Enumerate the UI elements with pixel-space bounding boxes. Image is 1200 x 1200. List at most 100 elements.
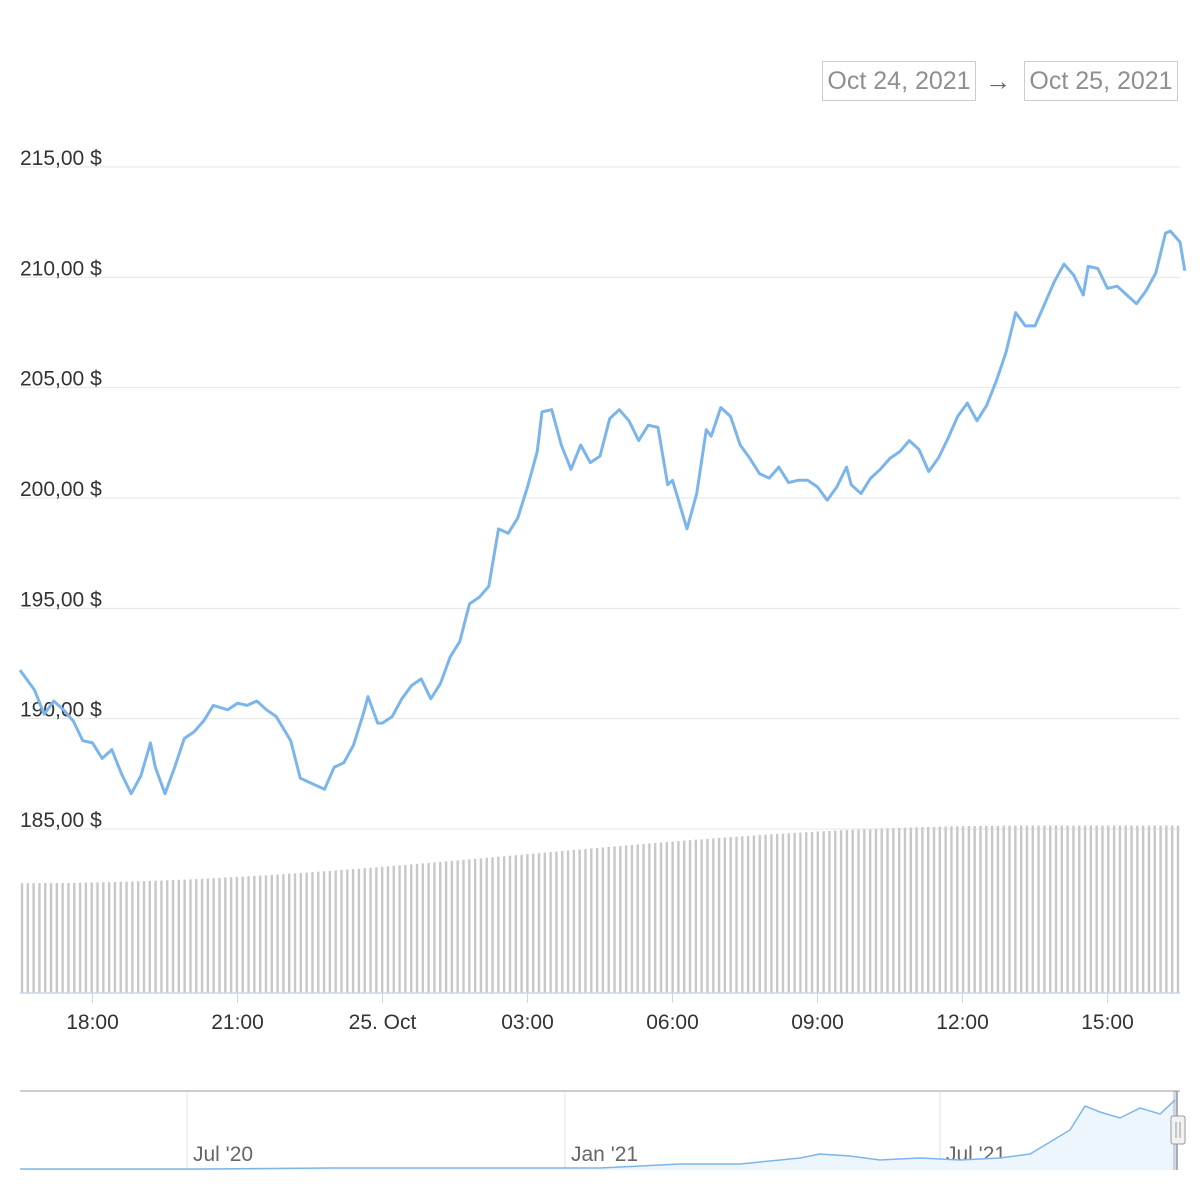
volume-bar bbox=[1060, 825, 1064, 993]
volume-bar bbox=[944, 826, 947, 993]
volume-bar bbox=[229, 877, 233, 993]
x-tick-label: 09:00 bbox=[791, 1011, 844, 1034]
volume-bar bbox=[1095, 825, 1098, 993]
volume-bar bbox=[961, 826, 965, 993]
volume-bar bbox=[1037, 825, 1040, 993]
volume-bar bbox=[985, 825, 988, 993]
volume-bar bbox=[1002, 825, 1005, 993]
volume-bar bbox=[1159, 825, 1162, 993]
volume-bar bbox=[44, 883, 47, 993]
volume-bar bbox=[1025, 825, 1029, 993]
volume-bar bbox=[1147, 825, 1151, 993]
volume-bar bbox=[956, 826, 959, 993]
volume-bar bbox=[450, 860, 454, 993]
volume-bar bbox=[897, 827, 901, 993]
volume-bar bbox=[950, 826, 953, 993]
volume-bar bbox=[55, 883, 59, 993]
volume-bar bbox=[311, 872, 314, 993]
volume-bar bbox=[648, 843, 651, 993]
volume-bar bbox=[270, 874, 273, 993]
x-tick-label: 03:00 bbox=[501, 1011, 554, 1034]
volume-bar bbox=[967, 826, 971, 993]
volume-bar bbox=[717, 837, 721, 993]
volume-bar bbox=[1153, 825, 1156, 993]
volume-bar bbox=[613, 846, 616, 993]
volume-bar bbox=[851, 829, 854, 993]
volume-bar bbox=[195, 879, 198, 993]
volume-bar bbox=[206, 878, 210, 993]
navigator: Jul '20 Jan '21 Jul '21 bbox=[20, 1090, 1186, 1170]
volume-bar bbox=[380, 866, 384, 993]
range-from-input[interactable]: Oct 24, 2021 bbox=[822, 61, 976, 101]
volume-bar bbox=[497, 856, 500, 993]
volume-bar bbox=[84, 882, 88, 993]
x-tick-label: 15:00 bbox=[1081, 1011, 1134, 1034]
volume-bar bbox=[49, 883, 53, 993]
volume-bar bbox=[288, 873, 291, 993]
volume-bar bbox=[688, 840, 692, 993]
navigator-handle[interactable] bbox=[1170, 1115, 1186, 1145]
volume-bar bbox=[1031, 825, 1034, 993]
volume-bar bbox=[148, 880, 151, 993]
volume-bar bbox=[677, 841, 680, 993]
volume-bar bbox=[299, 872, 303, 993]
volume-bar bbox=[462, 859, 465, 993]
volume-bar bbox=[264, 875, 268, 993]
volume-bar bbox=[624, 845, 628, 993]
volume-bar bbox=[903, 827, 907, 993]
volume-bar bbox=[839, 830, 843, 993]
volume-bar bbox=[392, 865, 395, 993]
volume-bar bbox=[351, 869, 355, 993]
volume-bar bbox=[253, 875, 256, 993]
volume-bar bbox=[671, 841, 674, 993]
volume-bar bbox=[136, 881, 140, 993]
volume-bar bbox=[340, 869, 343, 993]
volume-bar bbox=[473, 858, 477, 993]
volume-bar bbox=[729, 837, 732, 993]
volume-bar bbox=[857, 829, 860, 993]
volume-bar bbox=[171, 880, 175, 993]
volume-bar bbox=[909, 827, 912, 993]
volume-bar bbox=[1014, 825, 1017, 993]
price-series-line[interactable] bbox=[18, 229, 1187, 796]
navigator-tick-label: Jul '20 bbox=[193, 1143, 253, 1166]
volume-bar bbox=[67, 882, 70, 993]
volume-bar bbox=[1124, 825, 1127, 993]
volume-bar bbox=[741, 836, 744, 993]
navigator-series-line bbox=[20, 1099, 1176, 1170]
volume-bar bbox=[764, 834, 767, 993]
volume-bar bbox=[938, 826, 942, 993]
y-tick-label: 185,00 $ bbox=[20, 809, 102, 832]
volume-bar bbox=[578, 849, 581, 993]
volume-bar bbox=[241, 876, 244, 993]
volume-bar bbox=[1170, 825, 1174, 993]
volume-bar bbox=[258, 875, 262, 993]
volume-bar bbox=[706, 838, 709, 993]
volume-bar bbox=[282, 874, 285, 993]
volume-bar bbox=[96, 882, 99, 993]
volume-bar bbox=[398, 865, 401, 993]
volume-bar bbox=[427, 862, 430, 993]
volume-bar bbox=[927, 826, 930, 993]
volume-bar bbox=[561, 851, 564, 993]
volume-bar bbox=[317, 871, 320, 993]
volume-bar bbox=[154, 880, 157, 993]
volume-bar bbox=[886, 828, 889, 993]
volume-bar bbox=[410, 864, 413, 993]
volume-bar bbox=[468, 859, 471, 993]
range-arrow-icon: → bbox=[985, 66, 1011, 96]
x-tick-label: 18:00 bbox=[66, 1011, 119, 1034]
volume-bar bbox=[131, 881, 134, 993]
y-axis-labels: 215,00 $ 210,00 $ 205,00 $ 200,00 $ 195,00 $… bbox=[20, 147, 102, 832]
volume-bar bbox=[1176, 825, 1180, 993]
volume-bar bbox=[723, 837, 727, 993]
volume-bar bbox=[619, 845, 622, 993]
volume-bar bbox=[758, 835, 761, 993]
range-to-input[interactable]: Oct 25, 2021 bbox=[1024, 61, 1178, 101]
volume-bar bbox=[979, 825, 982, 993]
volume-bar bbox=[189, 879, 192, 993]
volume-bar bbox=[61, 882, 64, 993]
volume-bar bbox=[247, 876, 250, 993]
volume-bar bbox=[322, 871, 326, 993]
